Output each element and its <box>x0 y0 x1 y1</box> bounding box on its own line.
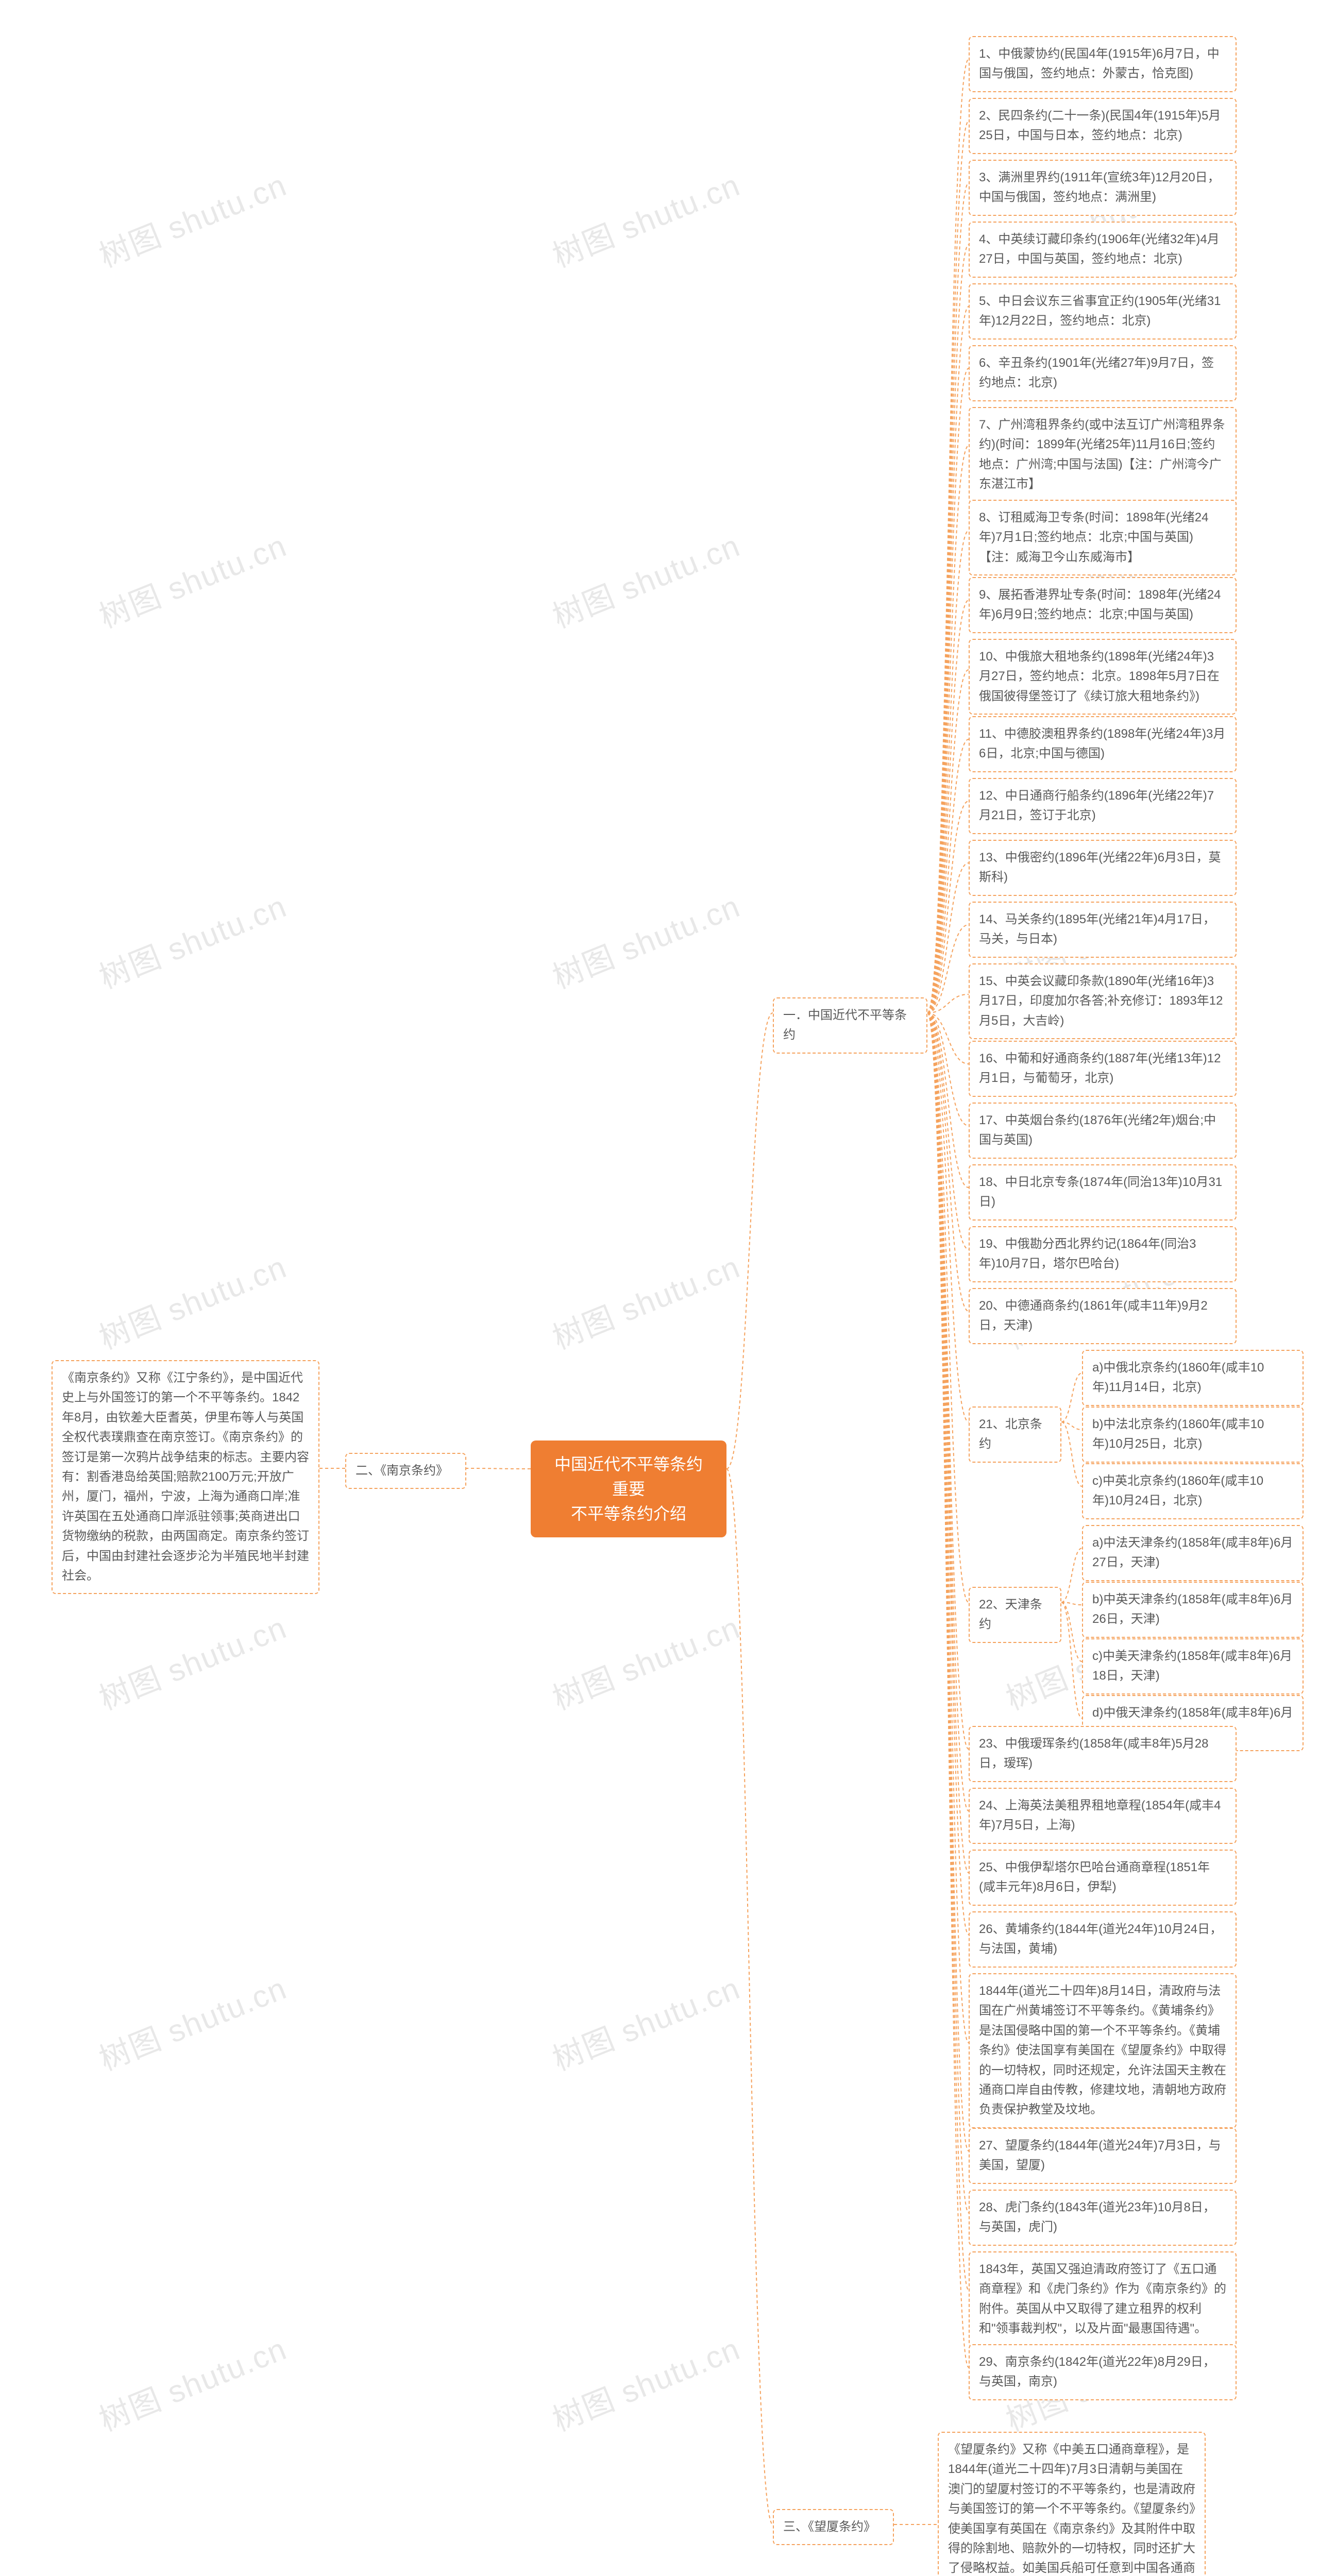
root-node: 中国近代不平等条约 重要不平等条约介绍 <box>531 1440 726 1537</box>
tree-node: 24、上海英法美租界租地章程(1854年(咸丰4年)7月5日，上海) <box>969 1788 1237 1844</box>
tree-node: b)中英天津条约(1858年(咸丰8年)6月26日，天津) <box>1082 1582 1304 1638</box>
tree-node: 20、中德通商条约(1861年(咸丰11年)9月2日，天津) <box>969 1288 1237 1344</box>
tree-node: 1、中俄蒙协约(民国4年(1915年)6月7日，中国与俄国，签约地点：外蒙古，恰… <box>969 36 1237 92</box>
tree-node: 10、中俄旅大租地条约(1898年(光绪24年)3月27日，签约地点：北京。18… <box>969 639 1237 715</box>
tree-node: 19、中俄勘分西北界约记(1864年(同治3年)10月7日，塔尔巴哈台) <box>969 1226 1237 1282</box>
tree-node: 1844年(道光二十四年)8月14日，清政府与法国在广州黄埔签订不平等条约。《黄… <box>969 1973 1237 2128</box>
tree-node: 13、中俄密约(1896年(光绪22年)6月3日，莫斯科) <box>969 840 1237 896</box>
tree-node: 5、中日会议东三省事宜正约(1905年(光绪31年)12月22日，签约地点：北京… <box>969 283 1237 340</box>
tree-node: 《南京条约》又称《江宁条约》，是中国近代史上与外国签订的第一个不平等条约。184… <box>52 1360 319 1594</box>
tree-node: 二、《南京条约》 <box>345 1453 466 1489</box>
tree-node: a)中俄北京条约(1860年(咸丰10年)11月14日，北京) <box>1082 1350 1304 1406</box>
tree-node: 15、中英会议藏印条款(1890年(光绪16年)3月17日，印度加尔各答;补充修… <box>969 963 1237 1039</box>
tree-node: c)中美天津条约(1858年(咸丰8年)6月18日，天津) <box>1082 1638 1304 1694</box>
tree-node: 21、北京条约 <box>969 1406 1061 1463</box>
tree-node: 18、中日北京专条(1874年(同治13年)10月31日) <box>969 1164 1237 1221</box>
tree-node: 23、中俄瑷珲条约(1858年(咸丰8年)5月28日，瑷珲) <box>969 1726 1237 1782</box>
tree-node: 1843年，英国又强迫清政府签订了《五口通商章程》和《虎门条约》作为《南京条约》… <box>969 2251 1237 2347</box>
tree-node: 8、订租威海卫专条(时间：1898年(光绪24年)7月1日;签约地点：北京;中国… <box>969 500 1237 575</box>
tree-node: 28、虎门条约(1843年(道光23年)10月8日，与英国，虎门) <box>969 2190 1237 2246</box>
tree-node: 26、黄埔条约(1844年(道光24年)10月24日，与法国，黄埔) <box>969 1911 1237 1968</box>
tree-node: 4、中英续订藏印条约(1906年(光绪32年)4月27日，中国与英国，签约地点：… <box>969 222 1237 278</box>
tree-node: 14、马关条约(1895年(光绪21年)4月17日，马关，与日本) <box>969 902 1237 958</box>
tree-node: 一．中国近代不平等条约 <box>773 997 927 1054</box>
tree-node: 22、天津条约 <box>969 1587 1061 1643</box>
tree-node: 3、满洲里界约(1911年(宣统3年)12月20日，中国与俄国，签约地点：满洲里… <box>969 160 1237 216</box>
tree-node: 25、中俄伊犁塔尔巴哈台通商章程(1851年(咸丰元年)8月6日，伊犁) <box>969 1850 1237 1906</box>
tree-node: 7、广州湾租界条约(或中法互订广州湾租界条约)(时间：1899年(光绪25年)1… <box>969 407 1237 503</box>
tree-node: 三、《望厦条约》 <box>773 2509 894 2545</box>
tree-node: 27、望厦条约(1844年(道光24年)7月3日，与美国，望厦) <box>969 2128 1237 2184</box>
tree-node: 11、中德胶澳租界条约(1898年(光绪24年)3月6日，北京;中国与德国) <box>969 716 1237 772</box>
tree-node: b)中法北京条约(1860年(咸丰10年)10月25日，北京) <box>1082 1406 1304 1463</box>
mindmap-canvas: 中国近代不平等条约 重要不平等条约介绍 一．中国近代不平等条约 1、中俄蒙协约(民国… <box>0 0 1319 2576</box>
tree-node: 16、中葡和好通商条约(1887年(光绪13年)12月1日，与葡萄牙，北京) <box>969 1041 1237 1097</box>
tree-node: 9、展拓香港界址专条(时间：1898年(光绪24年)6月9日;签约地点：北京;中… <box>969 577 1237 633</box>
tree-node: c)中英北京条约(1860年(咸丰10年)10月24日，北京) <box>1082 1463 1304 1519</box>
tree-node: 29、南京条约(1842年(道光22年)8月29日，与英国，南京) <box>969 2344 1237 2400</box>
tree-node: a)中法天津条约(1858年(咸丰8年)6月27日，天津) <box>1082 1525 1304 1581</box>
tree-node: 《望厦条约》又称《中美五口通商章程》，是1844年(道光二十四年)7月3日清朝与… <box>938 2432 1206 2576</box>
tree-node: 12、中日通商行船条约(1896年(光绪22年)7月21日，签订于北京) <box>969 778 1237 834</box>
tree-node: 2、民四条约(二十一条)(民国4年(1915年)5月25日，中国与日本，签约地点… <box>969 98 1237 154</box>
tree-node: 17、中英烟台条约(1876年(光绪2年)烟台;中国与英国) <box>969 1103 1237 1159</box>
tree-node: 6、辛丑条约(1901年(光绪27年)9月7日，签约地点：北京) <box>969 345 1237 401</box>
